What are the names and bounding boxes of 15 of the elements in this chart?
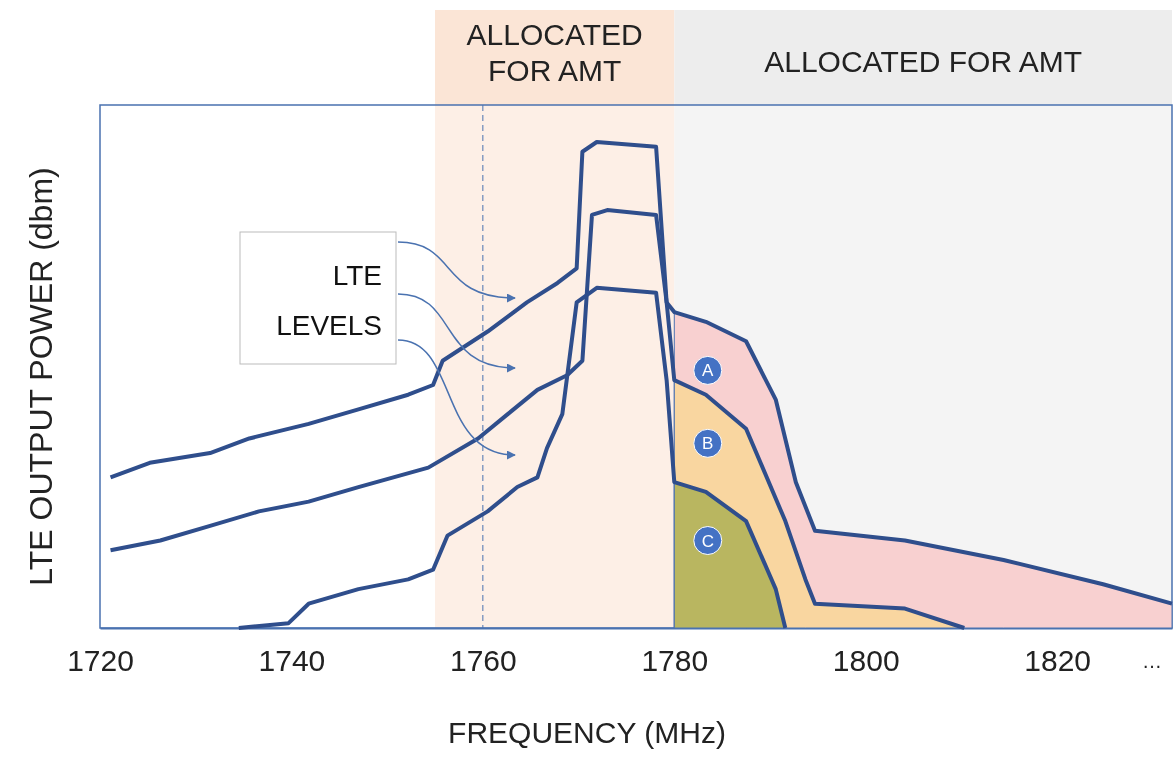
band-label: ALLOCATED FOR AMT [466, 18, 643, 87]
x-tick-label: 1760 [449, 644, 517, 678]
series-label: A [702, 361, 715, 381]
annotation: LTE LEVELS [276, 260, 382, 341]
series-label: C [701, 531, 714, 551]
text: … [1142, 650, 1162, 672]
x-tick-label: 1800 [832, 644, 900, 678]
x-tick-label: 1720 [67, 644, 134, 678]
x-tick-label: 1740 [258, 644, 326, 678]
y-axis-title: LTE OUTPUT POWER (dbm) [23, 167, 59, 586]
band-label: ALLOCATED FOR AMT [764, 45, 1083, 78]
x-tick-label: 1820 [1024, 644, 1092, 678]
x-tick-label: 1780 [641, 644, 709, 678]
x-axis-title: FREQUENCY (MHz) [448, 716, 726, 749]
series-label: B [702, 434, 714, 454]
